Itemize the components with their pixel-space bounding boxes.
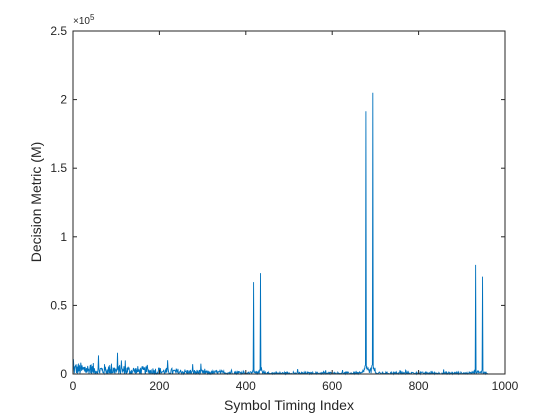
x-tick-label: 400	[236, 379, 256, 393]
y-tick-label: 0	[60, 367, 67, 381]
x-tick-label: 200	[149, 379, 169, 393]
y-ticks: 0 0.5 1 1.5 2 2.5	[50, 24, 505, 381]
y-axis-label: Decision Metric (M)	[28, 142, 44, 263]
plot-area	[73, 31, 505, 374]
x-tick-label: 800	[409, 379, 429, 393]
y-exponent-label: ×105	[73, 13, 95, 27]
y-tick-label: 2	[60, 93, 67, 107]
y-tick-label: 1	[60, 230, 67, 244]
y-tick-label: 0.5	[50, 298, 67, 312]
x-ticks: 0 200 400 600 800 1000	[70, 31, 519, 393]
y-tick-label: 1.5	[50, 161, 67, 175]
x-axis-label: Symbol Timing Index	[224, 397, 354, 413]
x-tick-label: 1000	[492, 379, 519, 393]
x-tick-label: 0	[70, 379, 77, 393]
x-tick-label: 600	[322, 379, 342, 393]
axes-box	[72, 30, 506, 375]
y-tick-label: 2.5	[50, 24, 67, 38]
